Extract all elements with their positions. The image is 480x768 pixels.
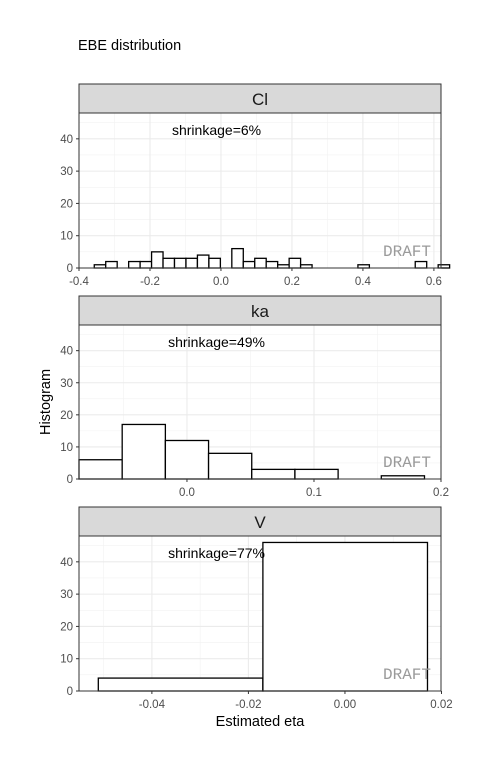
histogram-bars xyxy=(93,247,451,269)
histogram-bar xyxy=(97,677,264,692)
histogram-bar xyxy=(251,468,296,480)
histogram-bar xyxy=(208,257,222,269)
y-axis-title: Histogram xyxy=(38,369,54,435)
x-tick-label: 0.00 xyxy=(334,699,356,711)
y-tick-label: 0 xyxy=(67,686,73,698)
x-tick-label: 0.02 xyxy=(430,699,452,711)
histogram-bar xyxy=(242,260,256,269)
y-tick-label: 20 xyxy=(60,621,73,633)
x-tick-label: 0.6 xyxy=(426,276,442,288)
histogram-bar xyxy=(139,260,153,269)
histogram-bar xyxy=(231,247,244,269)
histogram-bar xyxy=(196,254,210,269)
panel-border xyxy=(78,112,442,269)
y-tick-label: 30 xyxy=(60,378,73,390)
x-tick-label: 0.0 xyxy=(179,487,195,499)
histogram-bar xyxy=(105,260,118,269)
facet-ka: ka shrinkage=49% DRAFT 0 10 20 30 40 0.0 0.1 0.2 xyxy=(60,295,449,499)
shrinkage-annotation: shrinkage=6% xyxy=(172,122,261,138)
facet-strip-label: ka xyxy=(251,302,270,321)
draft-watermark: DRAFT xyxy=(383,666,431,684)
histogram-bar xyxy=(121,423,167,480)
histogram-bar xyxy=(254,257,267,269)
histogram-bar xyxy=(265,260,279,269)
histogram-bar xyxy=(207,452,253,480)
y-tick-label: 30 xyxy=(60,589,73,601)
x-tick-label: -0.2 xyxy=(140,276,160,288)
y-tick-label: 20 xyxy=(60,410,73,422)
y-tick-label: 40 xyxy=(60,557,73,569)
x-tick-label: 0.0 xyxy=(213,276,229,288)
panel-border xyxy=(78,535,442,692)
y-tick-label: 10 xyxy=(60,231,73,243)
x-tick-label: -0.04 xyxy=(139,699,166,711)
facet-cl: Cl shrinkage=6% DRAFT 0 10 20 30 40 -0.4 -0.2 0.0 0… xyxy=(60,83,451,288)
y-tick-label: 20 xyxy=(60,198,73,210)
y-tick-label: 10 xyxy=(60,442,73,454)
histogram-bars xyxy=(78,423,426,480)
chart-title: EBE distribution xyxy=(78,38,181,54)
shrinkage-annotation: shrinkage=77% xyxy=(168,545,265,561)
x-tick-label: -0.02 xyxy=(235,699,261,711)
histogram-bar xyxy=(414,260,428,269)
panel-border xyxy=(78,324,442,480)
y-tick-label: 40 xyxy=(60,134,73,146)
facet-strip-label: Cl xyxy=(252,90,268,109)
histogram-bar xyxy=(128,260,141,269)
facet-strip xyxy=(78,83,442,114)
y-tick-label: 40 xyxy=(60,346,73,358)
y-tick-label: 10 xyxy=(60,654,73,666)
histogram-bar xyxy=(150,251,164,269)
x-tick-label: 0.4 xyxy=(355,276,372,288)
histogram-bars xyxy=(97,541,429,692)
histogram-bar xyxy=(288,257,302,269)
facet-strip xyxy=(78,295,442,326)
x-tick-label: 0.2 xyxy=(284,276,300,288)
x-tick-label: -0.4 xyxy=(69,276,89,288)
histogram-bar xyxy=(294,468,339,480)
x-tick-label: 0.1 xyxy=(306,487,322,499)
histogram-bar xyxy=(78,459,123,480)
y-tick-label: 30 xyxy=(60,166,73,178)
y-tick-label: 0 xyxy=(67,474,73,486)
facet-strip-label: V xyxy=(254,513,266,532)
x-axis-title: Estimated eta xyxy=(216,714,306,730)
shrinkage-annotation: shrinkage=49% xyxy=(168,334,265,350)
histogram-bar xyxy=(164,439,210,480)
histogram-bar xyxy=(262,541,429,692)
histogram-bar xyxy=(185,257,199,269)
draft-watermark: DRAFT xyxy=(383,243,431,261)
y-tick-label: 0 xyxy=(67,263,73,275)
histogram-bar xyxy=(162,257,176,269)
draft-watermark: DRAFT xyxy=(383,454,431,472)
histogram-bar xyxy=(437,264,451,269)
histogram-bar xyxy=(173,257,187,269)
facet-strip xyxy=(78,506,442,537)
x-tick-label: 0.2 xyxy=(433,487,449,499)
